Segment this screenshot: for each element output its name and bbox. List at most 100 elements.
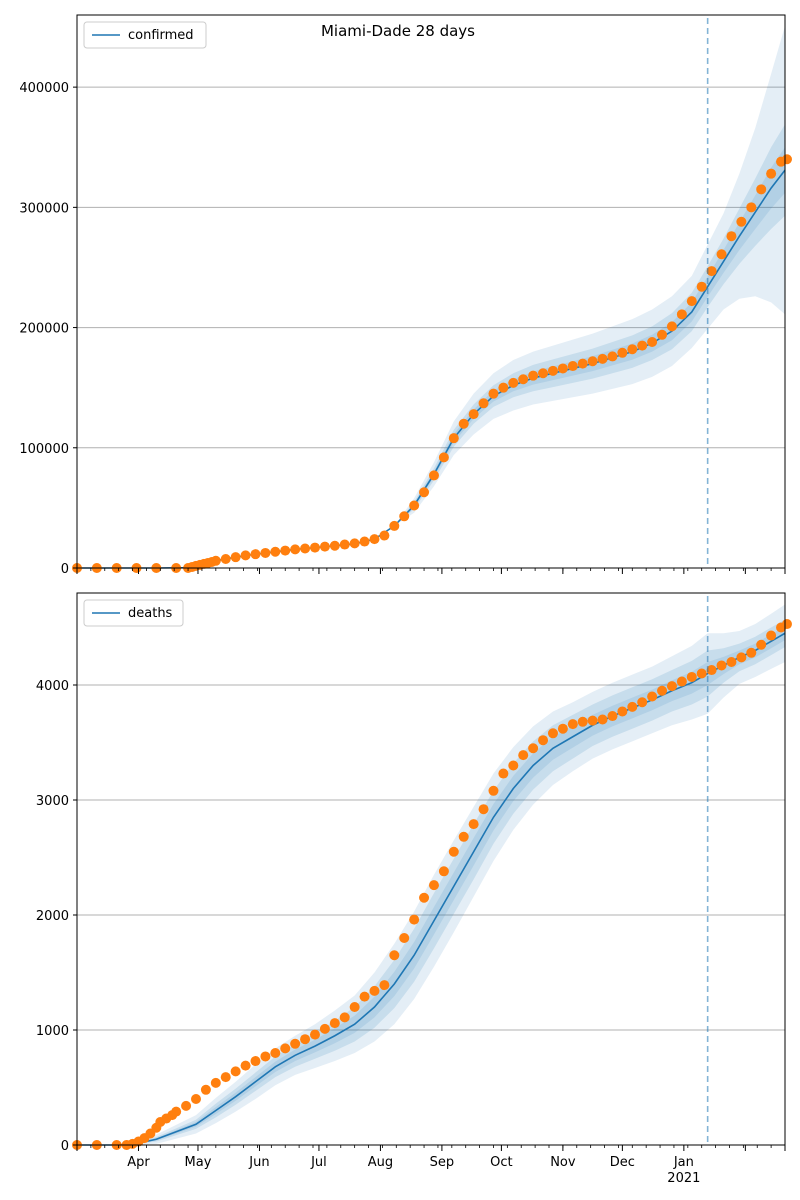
bottom-observed-point <box>567 719 578 730</box>
top-observed-point <box>557 363 568 374</box>
bottom-observed-point <box>200 1084 211 1095</box>
bottom-observed-point <box>637 697 648 708</box>
top-observed-point <box>756 184 767 195</box>
xtick-label: Aug <box>368 1155 393 1170</box>
top-ytick-label: 0 <box>61 562 69 577</box>
bottom-core-band <box>77 626 785 1145</box>
top-observed-point <box>676 309 687 320</box>
top-observed-point <box>726 231 737 242</box>
top-fit-line <box>77 169 786 569</box>
top-observed-point <box>240 550 251 561</box>
top-observed-point <box>716 249 727 260</box>
top-observed-point <box>538 368 549 379</box>
top-observed-point <box>567 361 578 372</box>
bottom-observed-point <box>528 743 539 754</box>
bottom-observed-point <box>696 668 707 679</box>
bottom-observed-point <box>538 735 549 746</box>
top-observed-point <box>508 377 519 388</box>
top-observed-point <box>399 511 410 522</box>
bottom-observed-point <box>716 660 727 671</box>
bottom-observed-point <box>260 1051 271 1062</box>
bottom-observed-point <box>557 723 568 734</box>
bottom-observed-point <box>230 1066 241 1077</box>
xtick-label: Sep <box>430 1155 455 1170</box>
bottom-observed-point <box>181 1100 192 1111</box>
bottom-ytick-label: 2000 <box>36 909 69 924</box>
bottom-observed-point <box>458 831 469 842</box>
bottom-observed-point <box>250 1056 261 1067</box>
bottom-legend-box <box>83 599 184 627</box>
bottom-observed-point <box>607 711 618 722</box>
bottom-observed-point <box>319 1023 330 1034</box>
top-observed-point <box>379 530 390 541</box>
top-observed-point <box>319 541 330 552</box>
top-observed-point <box>736 216 747 227</box>
bottom-observed-point <box>280 1043 291 1054</box>
top-observed-point <box>309 542 320 553</box>
top-observed-point <box>666 321 677 332</box>
top-observed-point <box>428 470 439 481</box>
bottom-observed-point <box>438 866 449 877</box>
top-observed-point <box>498 382 509 393</box>
bottom-observed-point <box>468 819 479 830</box>
bottom-observed-point <box>300 1034 311 1045</box>
bottom-observed-point <box>359 991 370 1002</box>
top-observed-point <box>696 281 707 292</box>
top-observed-point <box>250 549 261 560</box>
top-ytick-label: 300000 <box>19 201 69 216</box>
top-observed-point <box>349 538 360 549</box>
xtick-label: Nov <box>550 1155 576 1170</box>
top-observed-point <box>657 329 668 340</box>
bottom-observed-point <box>419 892 430 903</box>
top-observed-point <box>518 374 529 385</box>
bottom-observed-point <box>498 768 509 779</box>
top-observed-point <box>220 553 231 564</box>
bottom-observed-point <box>379 980 390 991</box>
bottom-observed-point <box>577 716 588 727</box>
bottom-panel: 0 1000 2000 3000 4000 Apr May Jun Jul Aug Sep Oct No… <box>36 592 792 1186</box>
top-observed-point <box>458 418 469 429</box>
top-observed-point <box>260 547 271 558</box>
top-observed-point <box>230 552 241 563</box>
bottom-observed-point <box>726 657 737 667</box>
top-axes-frame <box>76 14 786 569</box>
xtick-label: May <box>185 1155 212 1170</box>
top-observed-point <box>409 500 420 511</box>
top-observed-point <box>419 487 430 498</box>
top-observed-point <box>329 540 340 551</box>
xtick-label: Jul <box>310 1155 327 1170</box>
bottom-observed-point <box>686 671 697 682</box>
top-observed-point <box>528 370 539 381</box>
bottom-legend-label: deaths <box>128 606 173 621</box>
top-observed-point <box>488 388 499 399</box>
bottom-observed-point <box>756 639 767 650</box>
bottom-observed-point <box>597 714 608 725</box>
bottom-observed-point <box>428 880 439 891</box>
top-observed-point <box>339 539 350 550</box>
bottom-observed-point <box>171 1106 182 1117</box>
top-ytick-label: 100000 <box>19 442 69 457</box>
bottom-observed-point <box>339 1012 350 1023</box>
top-observed-point <box>637 340 648 351</box>
top-observed-point <box>766 168 777 179</box>
xtick-label: Oct <box>490 1155 512 1170</box>
top-observed-point <box>438 452 449 463</box>
bottom-observed-point <box>349 1002 360 1012</box>
bottom-observed-point <box>309 1029 320 1040</box>
bottom-observed-point <box>736 652 747 663</box>
bottom-axes-frame <box>76 592 786 1146</box>
bottom-observed-point <box>270 1048 281 1058</box>
bottom-observed-point <box>220 1072 231 1083</box>
top-observed-point <box>468 409 479 420</box>
bottom-observed-point <box>547 728 558 739</box>
top-outer-band <box>77 25 785 568</box>
bottom-observed-point <box>666 681 677 692</box>
top-observed-point <box>359 536 370 547</box>
top-observed-point <box>587 356 598 367</box>
top-observed-point <box>647 336 658 347</box>
top-ytick-label: 400000 <box>19 81 69 96</box>
bottom-observed-point <box>766 630 777 641</box>
bottom-observed-point <box>706 665 717 676</box>
bottom-ytick-label: 1000 <box>36 1024 69 1039</box>
xtick-label: Dec <box>610 1155 635 1170</box>
